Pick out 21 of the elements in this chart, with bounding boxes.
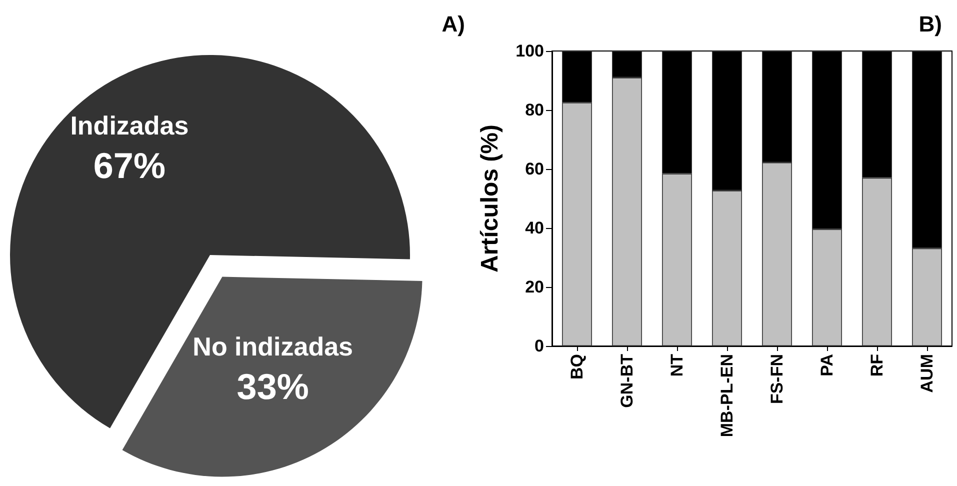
slice-label: Indizadas [70, 110, 189, 140]
y-tick-label: 0 [534, 336, 544, 356]
x-tick-label: RF [868, 354, 886, 377]
x-tick-label: PA [818, 354, 836, 376]
x-tick-label: FS-FN [768, 354, 786, 404]
chart-title: A) [442, 12, 466, 36]
data-label: 33% [236, 366, 309, 408]
y-tick-label: 40 [525, 218, 544, 238]
y-axis-title: Artículos (%) [476, 124, 504, 273]
slice-label: No indizadas [192, 332, 354, 362]
y-tick-label: 20 [525, 278, 544, 296]
y-tick-label: 80 [525, 100, 544, 120]
x-tick-label: GN-BT [618, 353, 636, 408]
chart-title: B) [918, 12, 942, 36]
y-tick-label: 100 [516, 42, 544, 60]
x-tick-label: BQ [568, 354, 586, 380]
x-tick-label: MB-PL-EN [718, 354, 736, 438]
data-label: 67% [93, 144, 166, 186]
y-tick-label: 60 [525, 160, 544, 178]
x-tick-label: NT [668, 353, 686, 377]
x-tick-label: AUM [918, 354, 936, 393]
